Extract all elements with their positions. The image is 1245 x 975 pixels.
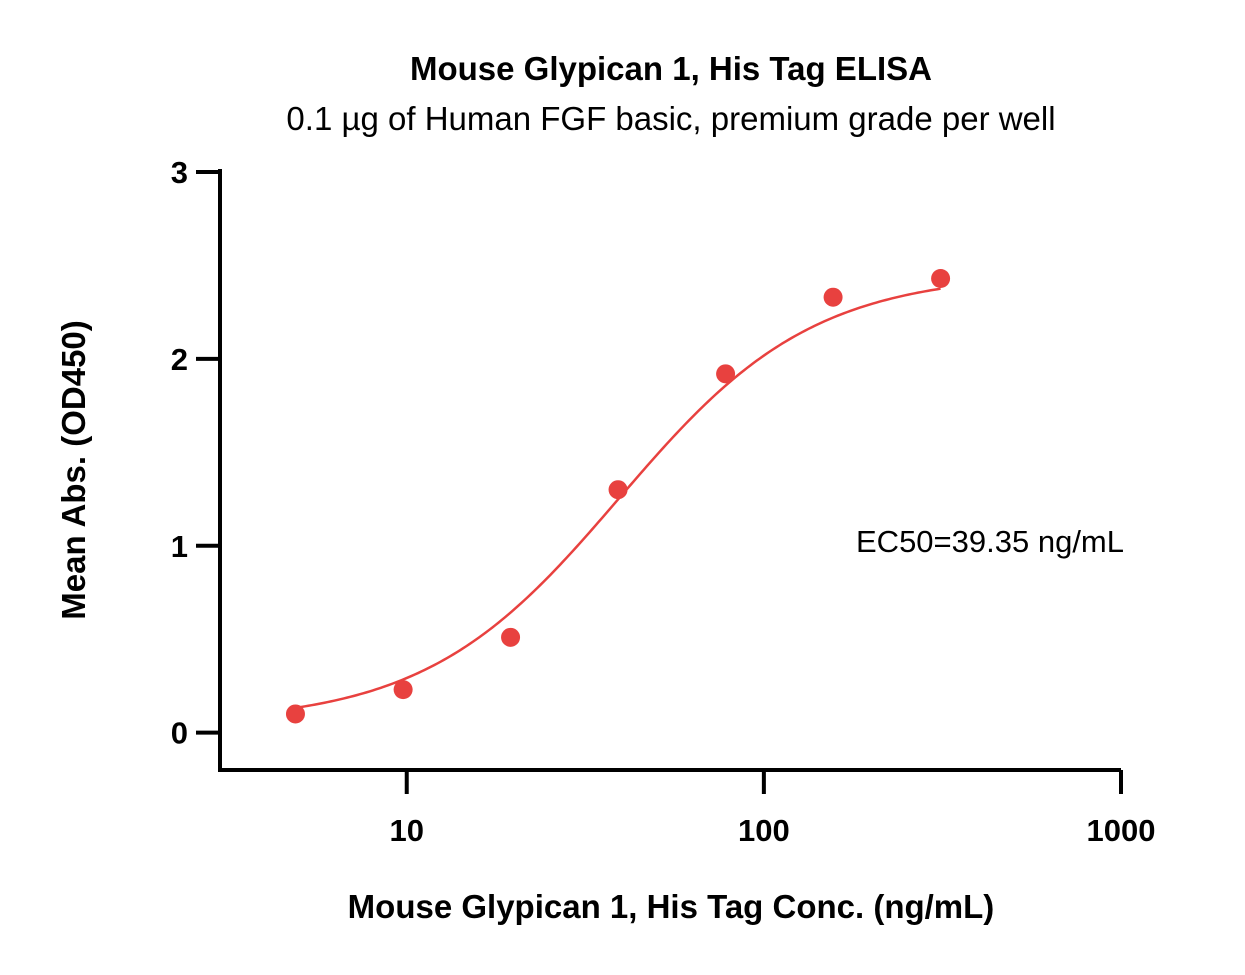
ec50-annotation: EC50=39.35 ng/mL bbox=[856, 524, 1124, 559]
chart-subtitle: 0.1 µg of Human FGF basic, premium grade… bbox=[286, 100, 1055, 137]
y-axis-label: Mean Abs. (OD450) bbox=[55, 320, 92, 620]
data-point bbox=[501, 627, 521, 647]
data-point bbox=[823, 287, 843, 307]
x-tick-label: 100 bbox=[738, 813, 790, 848]
data-point bbox=[931, 269, 951, 289]
y-tick-label: 1 bbox=[171, 529, 188, 564]
x-tick-label: 1000 bbox=[1087, 813, 1156, 848]
chart-title: Mouse Glypican 1, His Tag ELISA bbox=[410, 50, 932, 87]
data-point bbox=[608, 480, 628, 500]
y-tick-label: 2 bbox=[171, 342, 188, 377]
fit-curve-line bbox=[295, 287, 941, 710]
data-points bbox=[285, 269, 951, 724]
y-tick-label: 0 bbox=[171, 716, 188, 751]
data-point bbox=[716, 364, 736, 384]
y-axis: 0 1 2 3 bbox=[171, 155, 222, 772]
x-tick-label: 10 bbox=[389, 813, 423, 848]
data-point bbox=[393, 680, 413, 700]
data-point bbox=[285, 704, 305, 724]
x-axis-label: Mouse Glypican 1, His Tag Conc. (ng/mL) bbox=[348, 888, 995, 925]
x-axis: 10 100 1000 bbox=[218, 768, 1156, 848]
y-tick-label: 3 bbox=[171, 155, 188, 190]
